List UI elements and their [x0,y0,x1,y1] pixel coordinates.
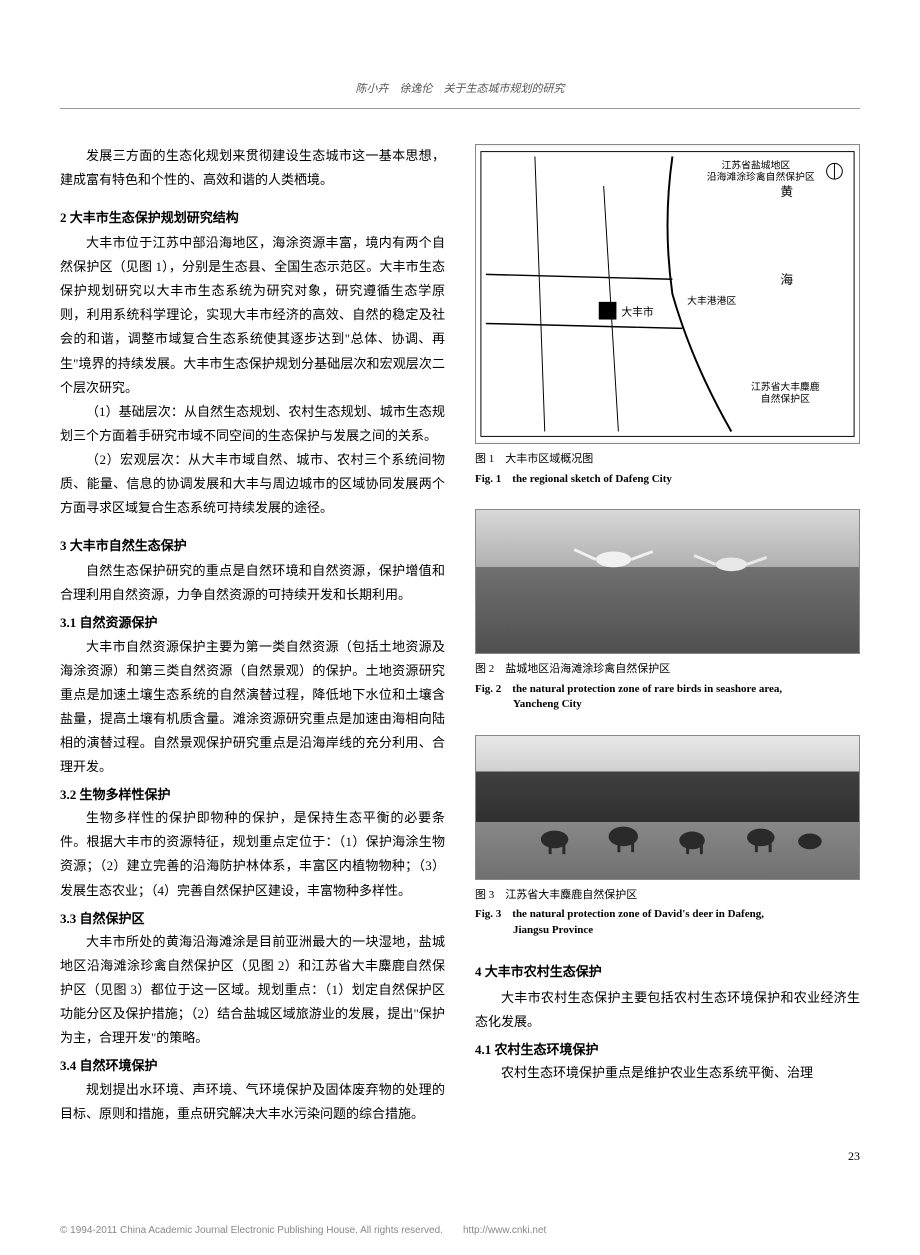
subsection-3-3-title: 3.3 自然保护区 [60,907,445,930]
section-2-title: 2 大丰市生态保护规划研究结构 [60,206,445,229]
section-4-title: 4 大丰市农村生态保护 [475,960,860,983]
section-3-intro: 自然生态保护研究的重点是自然环境和自然资源，保护增值和合理利用自然资源，力争自然… [60,559,445,607]
subsection-3-4-title: 3.4 自然环境保护 [60,1054,445,1077]
svg-text:江苏省盐城地区: 江苏省盐城地区 [722,158,791,171]
subsection-3-2-para: 生物多样性的保护即物种的保护，是保持生态平衡的必要条件。根据大丰市的资源特征，规… [60,806,445,902]
intro-paragraph: 发展三方面的生态化规划来贯彻建设生态城市这一基本思想，建成富有特色和个性的、高效… [60,144,445,192]
figure-1-caption-cn: 图 1 大丰市区域概况图 [475,450,860,470]
section-2-para-2: （1）基础层次：从自然生态规划、农村生态规划、城市生态规划三个方面着手研究市域不… [60,400,445,448]
figure-3-block: 图 3 江苏省大丰麋鹿自然保护区 Fig. 3 the natural prot… [475,735,860,939]
right-column: 江苏省盐城地区 沿海滩涂珍禽自然保护区 黄 海 大丰市 大丰港港区 江苏省大丰麋… [475,144,860,1126]
svg-text:江苏省大丰麋鹿: 江苏省大丰麋鹿 [751,380,820,393]
subsection-3-2-title: 3.2 生物多样性保护 [60,783,445,806]
svg-text:黄: 黄 [780,185,793,199]
running-header: 陈小卉 徐逸伦 关于生态城市规划的研究 [60,80,860,109]
section-4-intro: 大丰市农村生态保护主要包括农村生态环境保护和农业经济生态化发展。 [475,986,860,1034]
subsection-4-1-title: 4.1 农村生态环境保护 [475,1038,860,1061]
svg-text:大丰港港区: 大丰港港区 [687,294,736,307]
figure-2-image [475,509,860,654]
svg-text:自然保护区: 自然保护区 [761,392,810,405]
figure-2-caption-en: Fig. 2 the natural protection zone of ra… [475,682,860,697]
figure-3-image [475,735,860,880]
page-number: 23 [60,1146,860,1168]
subsection-3-1-para: 大丰市自然资源保护主要为第一类自然资源（包括土地资源及海涂资源）和第三类自然资源… [60,635,445,779]
page-content: 陈小卉 徐逸伦 关于生态城市规划的研究 发展三方面的生态化规划来贯彻建设生态城市… [0,0,920,1207]
section-3-title: 3 大丰市自然生态保护 [60,534,445,557]
figure-1-block: 江苏省盐城地区 沿海滩涂珍禽自然保护区 黄 海 大丰市 大丰港港区 江苏省大丰麋… [475,144,860,487]
figure-1-caption-en: Fig. 1 the regional sketch of Dafeng Cit… [475,472,860,487]
svg-text:沿海滩涂珍禽自然保护区: 沿海滩涂珍禽自然保护区 [707,170,815,183]
subsection-3-3-para: 大丰市所处的黄海沿海滩涂是目前亚洲最大的一块湿地，盐城地区沿海滩涂珍禽自然保护区… [60,930,445,1050]
figure-2-caption-cn: 图 2 盐城地区沿海滩涂珍禽自然保护区 [475,660,860,680]
two-column-layout: 发展三方面的生态化规划来贯彻建设生态城市这一基本思想，建成富有特色和个性的、高效… [60,144,860,1126]
figure-3-caption-en-sub: Jiangsu Province [513,923,860,938]
figure-1-image: 江苏省盐城地区 沿海滩涂珍禽自然保护区 黄 海 大丰市 大丰港港区 江苏省大丰麋… [475,144,860,444]
figure-2-caption-en-sub: Yancheng City [513,697,860,712]
figure-2-block: 图 2 盐城地区沿海滩涂珍禽自然保护区 Fig. 2 the natural p… [475,509,860,713]
svg-text:大丰市: 大丰市 [621,304,654,318]
copyright-footer: © 1994-2011 China Academic Journal Elect… [0,1207,920,1255]
subsection-4-1-para: 农村生态环境保护重点是维护农业生态系统平衡、治理 [475,1061,860,1085]
figure-3-caption-en: Fig. 3 the natural protection zone of Da… [475,907,860,922]
section-2-para-3: （2）宏观层次：从大丰市域自然、城市、农村三个系统间物质、能量、信息的协调发展和… [60,448,445,520]
svg-text:海: 海 [780,273,793,287]
left-column: 发展三方面的生态化规划来贯彻建设生态城市这一基本思想，建成富有特色和个性的、高效… [60,144,445,1126]
subsection-3-1-title: 3.1 自然资源保护 [60,611,445,634]
figure-3-caption-cn: 图 3 江苏省大丰麋鹿自然保护区 [475,886,860,906]
subsection-3-4-para: 规划提出水环境、声环境、气环境保护及固体废弃物的处理的目标、原则和措施，重点研究… [60,1078,445,1126]
section-2-para-1: 大丰市位于江苏中部沿海地区，海涂资源丰富，境内有两个自然保护区（见图 1），分别… [60,231,445,399]
